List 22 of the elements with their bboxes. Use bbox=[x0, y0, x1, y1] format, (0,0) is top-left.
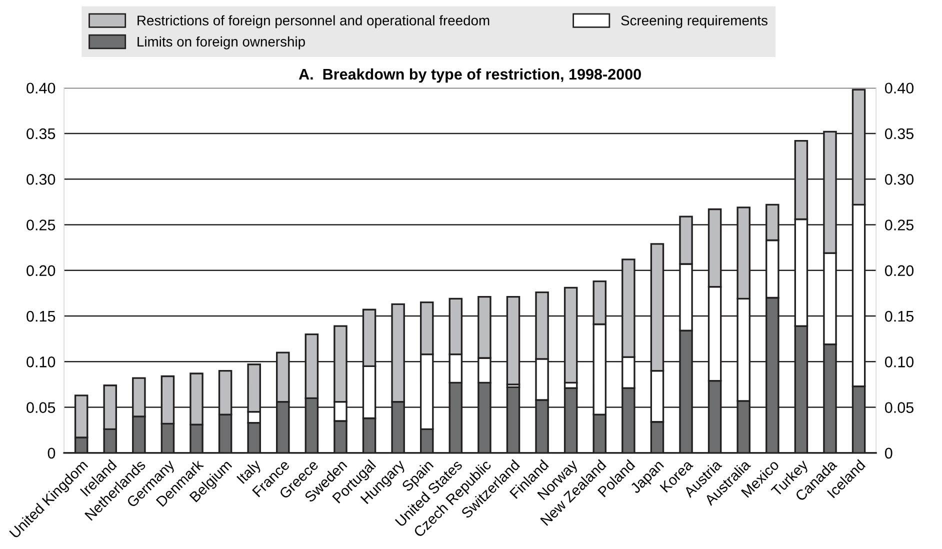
y2-tick-label: 0 bbox=[884, 448, 892, 459]
y-tick-label: 0.30 bbox=[26, 174, 56, 185]
y2-tick-label: 0.25 bbox=[884, 220, 914, 230]
legend-label: Restrictions of foreign personnel and operational freedom bbox=[138, 15, 490, 28]
legend-label: Limits on foreign ownership bbox=[138, 36, 305, 50]
y-tick-label: 0.15 bbox=[26, 310, 56, 322]
y-tick-label: 0.35 bbox=[26, 128, 56, 140]
y2-tick-label: 0.30 bbox=[884, 174, 914, 185]
y2-tick-label: 0.40 bbox=[884, 82, 914, 94]
y-tick-label: 0.05 bbox=[26, 402, 56, 413]
y-tick-label: 0.10 bbox=[26, 356, 56, 368]
y2-tick-label: 0.20 bbox=[884, 265, 914, 276]
y-tick-label: 0.40 bbox=[26, 82, 56, 94]
y2-tick-label: 0.05 bbox=[884, 402, 914, 413]
y2-tick-label: 0.35 bbox=[884, 128, 914, 140]
y-tick-label: 0.25 bbox=[26, 220, 56, 230]
y-tick-label: 0.20 bbox=[26, 265, 56, 276]
chart-title: A. Breakdown by type of restriction, 1998-2000 bbox=[298, 68, 641, 83]
y2-tick-label: 0.15 bbox=[884, 310, 914, 322]
legend-label: Screening requirements bbox=[621, 15, 768, 28]
y2-tick-label: 0.10 bbox=[884, 356, 914, 368]
y-tick-label: 0 bbox=[48, 448, 56, 459]
